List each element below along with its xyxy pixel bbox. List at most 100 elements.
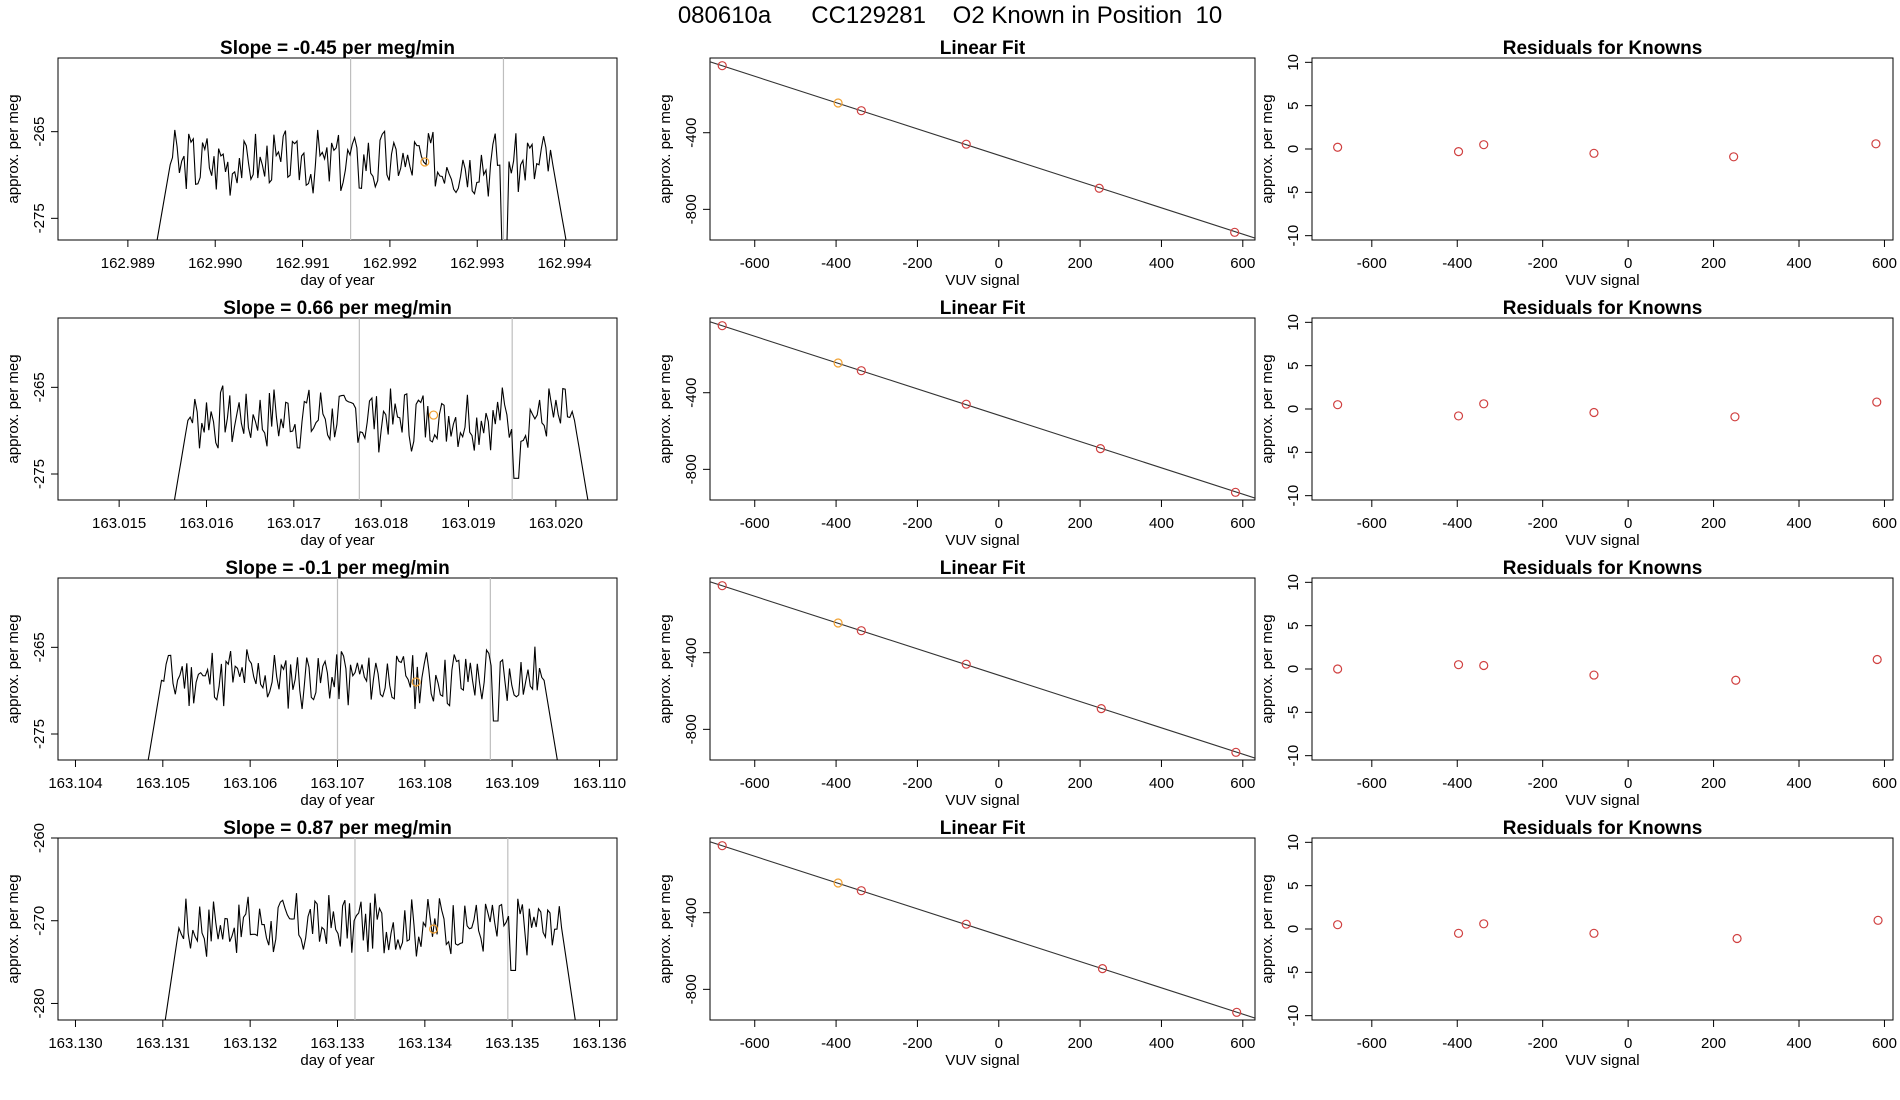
x-tick-label: -200 (1528, 1035, 1558, 1052)
data-point (1333, 920, 1343, 930)
data-point (1479, 399, 1489, 409)
plot-frame (57, 57, 618, 241)
y-tick-label: -800 (683, 194, 700, 224)
x-tick-label: 163.136 (572, 1035, 626, 1052)
data-point (856, 886, 866, 896)
x-axis-label: VUV signal (1565, 792, 1639, 809)
x-tick-label: -400 (821, 1035, 851, 1052)
x-tick-label: 200 (1068, 775, 1093, 792)
y-axis-label: approx. per meg (1259, 94, 1276, 203)
panel-title: Residuals for Knowns (1503, 298, 1703, 319)
data-point (1589, 928, 1599, 938)
y-tick-label: -800 (683, 454, 700, 484)
plot-area (710, 581, 1255, 759)
x-tick-label: -200 (902, 515, 932, 532)
marker-point (428, 924, 439, 934)
x-tick-label: 163.132 (223, 1035, 277, 1052)
y-tick-label: -270 (31, 906, 48, 936)
x-tick-label: 163.110 (573, 775, 626, 792)
x-tick-label: 200 (1068, 515, 1093, 532)
y-tick-label: 0 (1285, 405, 1302, 413)
x-tick-label: 400 (1149, 255, 1174, 272)
x-tick-label: -600 (1357, 255, 1387, 272)
y-axis-label: approx. per meg (5, 874, 22, 983)
x-tick-label: 400 (1149, 1035, 1174, 1052)
panel-title: Linear Fit (940, 298, 1026, 319)
x-tick-label: -200 (1528, 255, 1558, 272)
x-tick-label: 600 (1872, 515, 1897, 532)
y-tick-label: -5 (1285, 446, 1302, 459)
plot-frame (709, 57, 1256, 241)
x-tick-label: 600 (1872, 255, 1897, 272)
plot-area (173, 318, 589, 500)
x-tick-label: -600 (1357, 515, 1387, 532)
marker-point (428, 410, 439, 420)
panel-title: Slope = 0.66 per meg/min (223, 298, 452, 319)
x-tick-label: 400 (1149, 775, 1174, 792)
data-point (961, 919, 971, 929)
y-tick-label: -265 (31, 632, 48, 662)
x-tick-label: 163.131 (136, 1035, 190, 1052)
y-tick-label: -5 (1285, 186, 1302, 199)
x-axis-label: VUV signal (945, 532, 1019, 549)
y-tick-label: 5 (1285, 361, 1302, 369)
x-tick-label: 162.992 (363, 255, 417, 272)
x-tick-label: -600 (740, 255, 770, 272)
data-point (1096, 704, 1106, 714)
data-point (1453, 660, 1464, 670)
data-point (1095, 444, 1106, 454)
x-axis-label: VUV signal (1565, 1052, 1639, 1069)
x-tick-label: 0 (1624, 1035, 1632, 1052)
data-point (1589, 670, 1599, 680)
x-tick-label: 400 (1786, 775, 1811, 792)
panel-title: Slope = -0.45 per meg/min (220, 38, 455, 59)
x-tick-label: 0 (995, 515, 1003, 532)
x-tick-label: -400 (821, 775, 851, 792)
x-axis-label: VUV signal (1565, 272, 1639, 289)
x-axis-label: day of year (300, 532, 374, 549)
plot-frame (57, 317, 618, 501)
x-axis-label: VUV signal (1565, 532, 1639, 549)
x-tick-label: -200 (902, 1035, 932, 1052)
panel-title: Linear Fit (940, 558, 1026, 579)
x-tick-label: 163.019 (441, 515, 495, 532)
fit-line (710, 581, 1255, 759)
data-point (1230, 487, 1241, 497)
data-point (1730, 412, 1740, 422)
plot-frame (709, 837, 1256, 1021)
x-tick-label: 200 (1701, 775, 1726, 792)
x-tick-label: 200 (1068, 1035, 1093, 1052)
y-tick-label: -275 (31, 719, 48, 749)
data-point (1097, 964, 1108, 974)
panel-title: Linear Fit (940, 38, 1026, 59)
y-axis-label: approx. per meg (1259, 614, 1276, 723)
x-axis-label: day of year (300, 272, 374, 289)
x-tick-label: -200 (902, 775, 932, 792)
x-tick-label: 163.108 (398, 775, 452, 792)
marker-point (420, 157, 430, 167)
plot-area (710, 61, 1255, 239)
x-tick-label: 162.994 (537, 255, 591, 272)
y-tick-label: -280 (31, 988, 48, 1018)
data-point (856, 106, 866, 116)
x-tick-label: 400 (1786, 1035, 1811, 1052)
data-point (856, 626, 866, 636)
data-point (1479, 140, 1489, 150)
y-tick-label: -400 (683, 378, 700, 408)
x-tick-label: -600 (740, 515, 770, 532)
y-tick-label: 0 (1285, 665, 1302, 673)
y-axis-label: approx. per meg (657, 354, 674, 463)
x-tick-label: 163.107 (310, 775, 364, 792)
x-tick-label: 0 (995, 775, 1003, 792)
data-point (1453, 411, 1464, 421)
panel-2-3: Residuals for Knowns -600 -400 -200 0 200 400 6… (1259, 298, 1897, 549)
data-point (1589, 407, 1599, 418)
x-tick-label: 163.109 (485, 775, 539, 792)
plot-area (1333, 915, 1883, 944)
data-point (1872, 654, 1882, 665)
y-tick-label: -400 (683, 638, 700, 668)
y-axis-label: approx. per meg (657, 874, 674, 983)
panel-title: Residuals for Knowns (1503, 818, 1703, 839)
plot-area (1333, 654, 1882, 685)
